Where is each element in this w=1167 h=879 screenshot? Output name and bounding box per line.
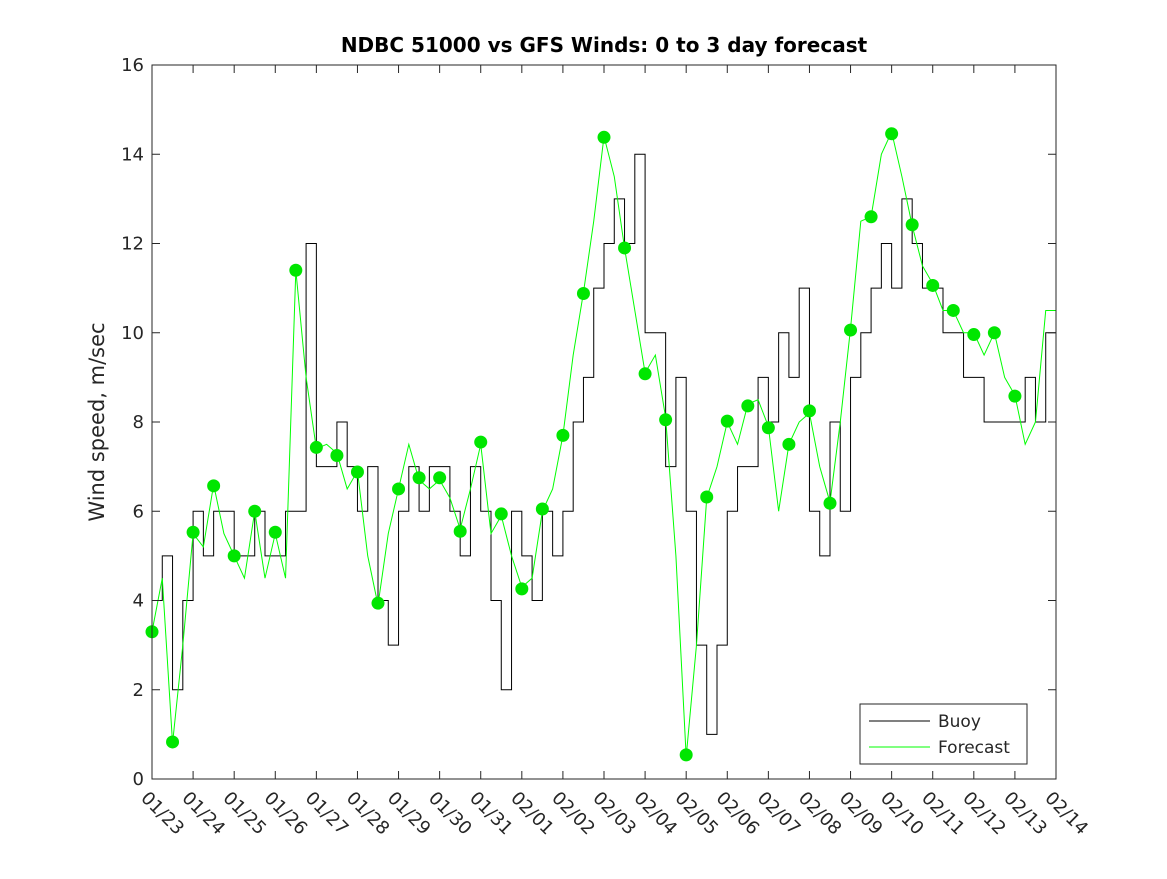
analysis-point (289, 263, 303, 277)
analysis-point (700, 490, 714, 504)
analysis-point (207, 479, 221, 493)
analysis-point (556, 428, 570, 442)
analysis-point (597, 130, 611, 144)
analysis-point (474, 435, 488, 449)
analysis-point (494, 507, 508, 521)
analysis-point (741, 399, 755, 413)
analysis-point (864, 210, 878, 224)
analysis-point (946, 303, 960, 317)
y-tick-label: 2 (133, 680, 144, 701)
analysis-point (802, 404, 816, 418)
plot-area (152, 65, 1056, 779)
legend-box (859, 703, 1028, 765)
y-tick-label: 4 (133, 591, 144, 612)
analysis-point (987, 326, 1001, 340)
analysis-point (576, 286, 590, 300)
analysis-point (659, 413, 673, 427)
analysis-point (433, 471, 447, 485)
y-tick-label: 14 (121, 144, 144, 165)
analysis-point (1008, 389, 1022, 403)
analysis-point (638, 367, 652, 381)
analysis-point (535, 502, 549, 516)
analysis-point (453, 524, 467, 538)
analysis-point (823, 496, 837, 510)
analysis-point (186, 525, 200, 539)
analysis-point (309, 440, 323, 454)
analysis-point (412, 471, 426, 485)
y-tick-label: 0 (133, 769, 144, 790)
y-tick-label: 6 (133, 501, 144, 522)
analysis-point (330, 448, 344, 462)
analysis-point (782, 437, 796, 451)
analysis-point (905, 218, 919, 232)
analysis-point (885, 127, 899, 141)
analysis-point (844, 323, 858, 337)
analysis-point (761, 421, 775, 435)
analysis-point (248, 504, 262, 518)
y-tick-label: 12 (121, 234, 144, 255)
analysis-point (268, 525, 282, 539)
legend: Buoy Forecast (859, 703, 1028, 765)
y-tick-label: 16 (121, 55, 144, 76)
chart-title: NDBC 51000 vs GFS Winds: 0 to 3 day fore… (341, 33, 868, 57)
series-line-buoy (152, 153, 1056, 735)
analysis-point (618, 241, 632, 255)
legend-forecast-label: Forecast (938, 738, 1010, 758)
y-tick-label: 8 (133, 412, 144, 433)
y-axis-label: Wind speed, m/sec (85, 322, 109, 521)
analysis-point (967, 328, 981, 342)
legend-buoy-label: Buoy (938, 712, 981, 732)
analysis-point (679, 748, 693, 762)
analysis-point (350, 465, 364, 479)
y-tick-label: 10 (121, 323, 144, 344)
analysis-point (720, 414, 734, 428)
analysis-point (926, 278, 940, 292)
analysis-point (166, 735, 180, 749)
analysis-point (371, 596, 385, 610)
analysis-point (227, 549, 241, 563)
analysis-point (515, 582, 529, 596)
analysis-point (392, 482, 406, 496)
